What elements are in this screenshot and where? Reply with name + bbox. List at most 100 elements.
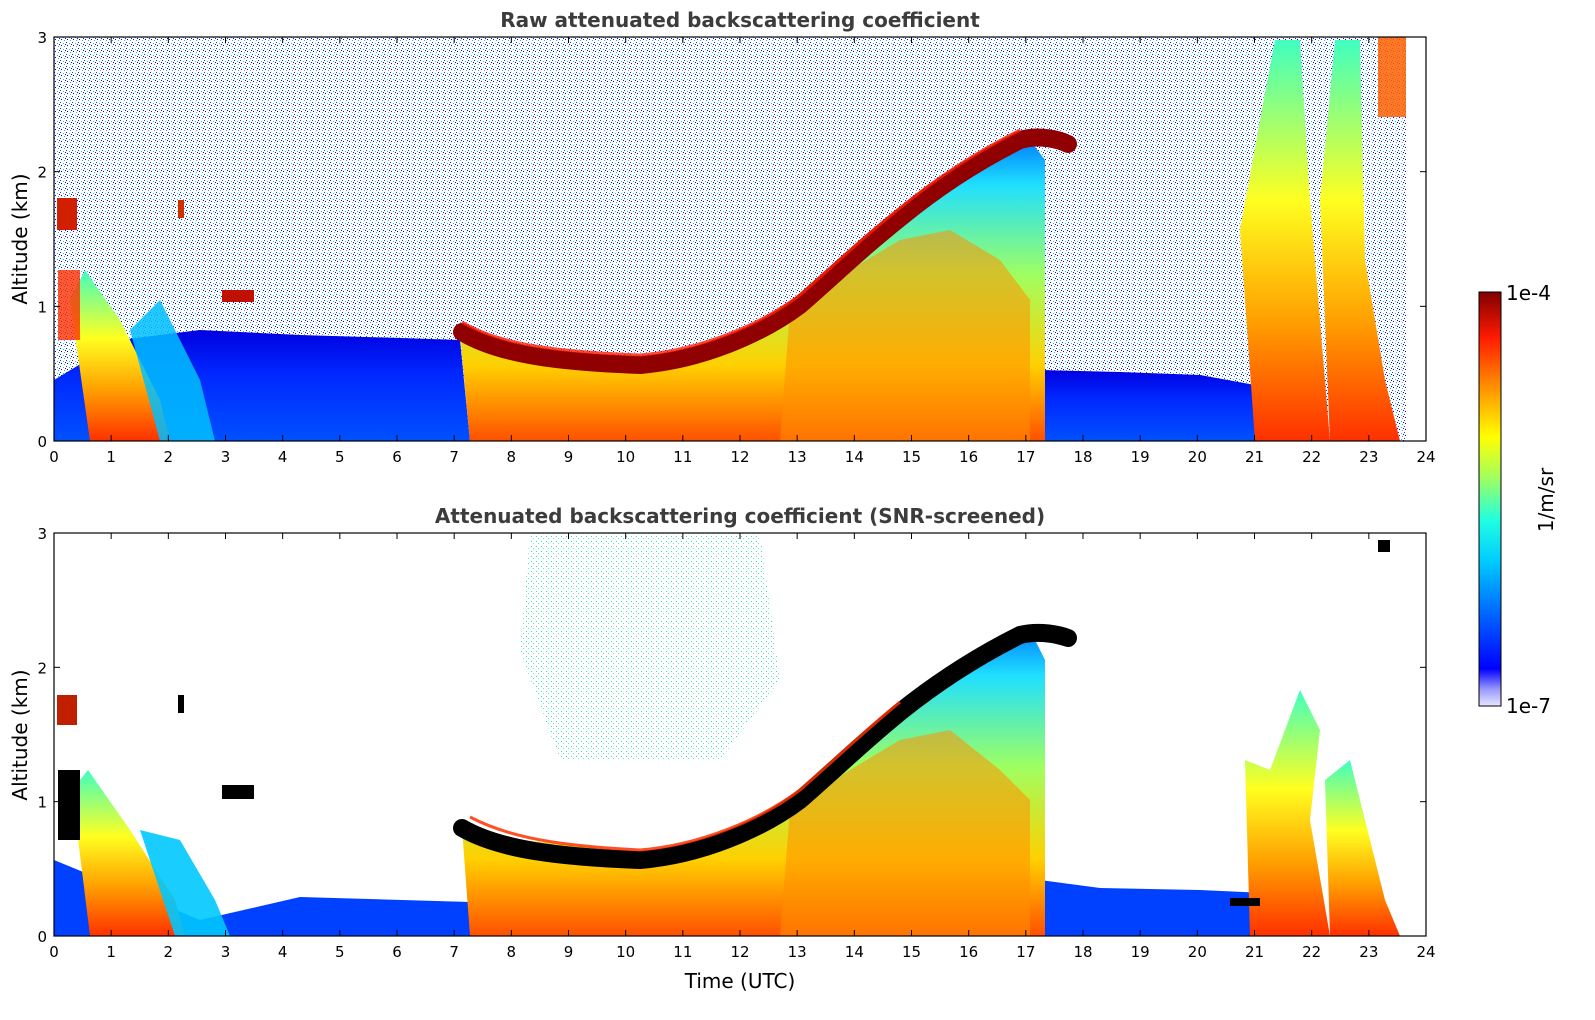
x-tick-label: 23: [1359, 448, 1378, 466]
panel-screened-xlabel: Time (UTC): [684, 969, 796, 993]
panel-screened-ylabel: Altitude (km): [8, 669, 32, 800]
panel-raw-xaxis: 0 1 2 3 4 5 6 7 8 9 10 11 12 13 14 15 16 17 18 19 20 21 22 23 24: [49, 37, 1436, 466]
x-tick-label: 12: [730, 943, 749, 961]
screened-boundary-top-edge: [469, 700, 901, 852]
panel-screened-heatmap: [54, 533, 1426, 936]
colorbar-max-label: 1e-4: [1506, 281, 1551, 305]
x-tick-label: 15: [902, 943, 921, 961]
x-tick-label: 0: [49, 448, 59, 466]
x-tick-label: 14: [845, 448, 864, 466]
screened-missing-strip: [1406, 533, 1426, 936]
boundary-layer-top: [453, 128, 1077, 375]
x-tick-label: 11: [673, 943, 692, 961]
y-tick-label: 3: [37, 525, 47, 543]
x-tick-label: 6: [392, 943, 402, 961]
missing-data-strip: [1406, 37, 1426, 441]
x-tick-label: 8: [507, 448, 517, 466]
screened-early-tail: [140, 830, 230, 936]
x-tick-label: 5: [335, 943, 345, 961]
x-tick-label: 3: [221, 448, 231, 466]
y-tick-label: 2: [37, 659, 47, 677]
x-tick-label: 17: [1016, 943, 1035, 961]
x-tick-label: 19: [1131, 448, 1150, 466]
panel-raw-heatmap: [54, 37, 1426, 441]
x-tick-label: 20: [1188, 448, 1207, 466]
x-tick-label: 16: [959, 448, 978, 466]
y-tick-label: 1: [37, 794, 47, 812]
screened-elevated-d: [178, 695, 184, 713]
early-plume-tail: [130, 300, 215, 441]
early-fallstreak: [70, 270, 170, 441]
panel-raw: Raw attenuated backscattering coefficien…: [8, 8, 1436, 466]
boundary-layer-top-edge: [461, 128, 1021, 357]
y-tick-label: 3: [37, 29, 47, 47]
screened-cbl-warm-core: [780, 730, 1030, 936]
screened-elevated-b: [58, 770, 80, 840]
x-tick-label: 7: [449, 943, 459, 961]
x-tick-label: 8: [507, 943, 517, 961]
x-tick-label: 11: [673, 448, 692, 466]
x-tick-label: 12: [730, 448, 749, 466]
screened-boundary-layer-top: [453, 623, 1077, 870]
x-tick-label: 5: [335, 448, 345, 466]
panel-screened: Attenuated backscattering coefficient (S…: [8, 504, 1436, 993]
y-tick-label: 0: [37, 433, 47, 451]
x-tick-label: 3: [221, 943, 231, 961]
elevated-layer-c: [222, 290, 254, 302]
x-tick-label: 22: [1302, 943, 1321, 961]
x-tick-label: 22: [1302, 448, 1321, 466]
night-residual-layer: [1040, 370, 1260, 441]
x-tick-label: 9: [564, 448, 574, 466]
panel-screened-yaxis: 0 1 2 3: [37, 525, 1426, 946]
elevated-layer-b: [58, 270, 80, 340]
colorbar: 1e-4 1e-7 1/m/sr: [1478, 281, 1558, 718]
panel-raw-ylabel: Altitude (km): [8, 173, 32, 304]
x-tick-label: 10: [616, 448, 635, 466]
x-tick-label: 24: [1416, 943, 1435, 961]
x-tick-label: 6: [392, 448, 402, 466]
x-tick-label: 4: [278, 943, 288, 961]
x-tick-label: 7: [449, 448, 459, 466]
colorbar-unit-label: 1/m/sr: [1534, 467, 1558, 532]
x-tick-label: 19: [1131, 943, 1150, 961]
y-tick-label: 1: [37, 298, 47, 316]
screened-evening-plume-right: [1325, 760, 1400, 936]
colorbar-min-label: 1e-7: [1506, 694, 1551, 718]
screened-elevated-a: [57, 695, 77, 725]
x-tick-label: 14: [845, 943, 864, 961]
screened-evening-plume-left: [1245, 690, 1330, 936]
colorbar-gradient: [1478, 291, 1502, 707]
panel-screened-title: Attenuated backscattering coefficient (S…: [435, 504, 1045, 528]
screened-late-blob: [1230, 898, 1260, 906]
x-tick-label: 20: [1188, 943, 1207, 961]
screened-top-patch: [1378, 540, 1390, 552]
y-tick-label: 0: [37, 928, 47, 946]
x-tick-label: 9: [564, 943, 574, 961]
x-tick-label: 2: [164, 943, 174, 961]
screened-night-layer: [1040, 880, 1265, 936]
cbl-warm-core: [780, 230, 1030, 441]
x-tick-label: 2: [164, 448, 174, 466]
panel-screened-xaxis: 0 1 2 3 4 5 6 7 8 9 10 11 12 13 14 15 16 17 18 19 20 21 22 23 24: [49, 533, 1436, 961]
scattered-aerosol-speckle: [520, 533, 780, 760]
screened-elevated-c: [222, 785, 254, 799]
x-tick-label: 24: [1416, 448, 1435, 466]
panel-raw-yaxis: 0 1 2 3: [37, 29, 1426, 451]
x-tick-label: 18: [1073, 448, 1092, 466]
x-tick-label: 10: [616, 943, 635, 961]
screened-early-fallstreak: [72, 770, 185, 936]
x-tick-label: 1: [106, 943, 116, 961]
y-tick-label: 2: [37, 164, 47, 182]
evening-top-layer: [1378, 37, 1406, 117]
panel-raw-title: Raw attenuated backscattering coefficien…: [500, 8, 980, 32]
evening-plume-left: [1240, 40, 1330, 441]
x-tick-label: 15: [902, 448, 921, 466]
evening-plume-right: [1320, 40, 1400, 441]
x-tick-label: 17: [1016, 448, 1035, 466]
x-tick-label: 18: [1073, 943, 1092, 961]
x-tick-label: 13: [788, 448, 807, 466]
elevated-layer-a: [57, 198, 77, 230]
elevated-layer-d: [178, 200, 184, 218]
x-tick-label: 0: [49, 943, 59, 961]
